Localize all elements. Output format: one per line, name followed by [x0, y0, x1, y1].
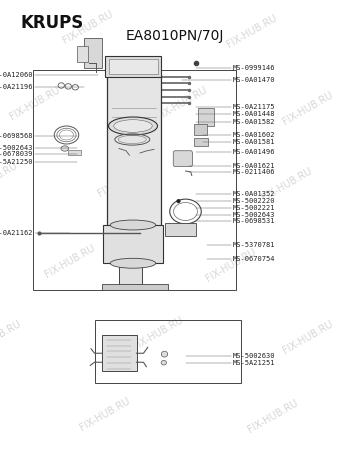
Ellipse shape	[161, 351, 168, 357]
Text: FIX-HUB.RU: FIX-HUB.RU	[96, 162, 149, 198]
Text: FIX-HUB.RU: FIX-HUB.RU	[43, 243, 97, 279]
Text: MS-0698531: MS-0698531	[232, 218, 275, 225]
Text: MS-5A21250: MS-5A21250	[0, 159, 33, 165]
Bar	[84, 38, 102, 68]
Text: FIX-HUB.RU: FIX-HUB.RU	[246, 398, 300, 435]
Text: FIX-HUB.RU: FIX-HUB.RU	[131, 315, 184, 351]
Bar	[164, 223, 196, 236]
Ellipse shape	[161, 360, 167, 365]
Ellipse shape	[61, 146, 69, 151]
Text: MS-0A01582: MS-0A01582	[232, 118, 275, 125]
Bar	[94, 320, 241, 383]
Text: EA8010PN/70J: EA8010PN/70J	[126, 29, 224, 43]
Text: MS-0A01602: MS-0A01602	[232, 132, 275, 138]
Bar	[194, 138, 208, 146]
Text: MS-0A01581: MS-0A01581	[232, 139, 275, 145]
Text: MS-0A21162: MS-0A21162	[0, 230, 33, 236]
Bar	[105, 56, 161, 76]
FancyBboxPatch shape	[173, 151, 193, 166]
Bar	[108, 59, 158, 74]
Text: FIX-HUB.RU: FIX-HUB.RU	[155, 85, 209, 122]
Text: FIX-HUB.RU: FIX-HUB.RU	[8, 85, 62, 122]
Bar	[198, 108, 214, 126]
Text: FIX-HUB.RU: FIX-HUB.RU	[281, 90, 335, 126]
Ellipse shape	[110, 258, 156, 268]
Text: MS-0A01621: MS-0A01621	[232, 162, 275, 169]
Text: FIX-HUB.RU: FIX-HUB.RU	[225, 13, 279, 50]
Bar	[194, 124, 206, 135]
Ellipse shape	[110, 220, 156, 230]
Bar	[103, 225, 163, 263]
Text: 8.RU: 8.RU	[0, 161, 20, 181]
Text: KRUPS: KRUPS	[21, 14, 84, 32]
Text: FIX-HUB.RU: FIX-HUB.RU	[260, 166, 314, 203]
Bar	[33, 70, 236, 290]
Ellipse shape	[108, 117, 158, 135]
Text: MS-0999146: MS-0999146	[232, 64, 275, 71]
Text: FIX-HUB.RU: FIX-HUB.RU	[204, 247, 258, 284]
Text: MS-5002643: MS-5002643	[232, 212, 275, 218]
Text: MS-0698568: MS-0698568	[0, 133, 33, 139]
Text: FIX-HUB.RU: FIX-HUB.RU	[281, 319, 335, 356]
Text: MS-5002630: MS-5002630	[232, 353, 275, 360]
Bar	[102, 284, 168, 290]
Ellipse shape	[177, 199, 180, 203]
Text: MS-0A01448: MS-0A01448	[232, 111, 275, 117]
Bar	[68, 150, 80, 155]
Bar	[102, 335, 136, 371]
Text: MS-0A12060: MS-0A12060	[0, 72, 33, 78]
Text: MS-5370781: MS-5370781	[232, 242, 275, 248]
Text: UB.RU: UB.RU	[0, 319, 23, 343]
Text: MS-0A21175: MS-0A21175	[232, 104, 275, 110]
Bar	[119, 261, 142, 288]
Text: MS-0A01470: MS-0A01470	[232, 77, 275, 83]
Text: MS-0670754: MS-0670754	[232, 256, 275, 262]
Text: MS-0678039: MS-0678039	[0, 151, 33, 157]
Text: MS-0211406: MS-0211406	[232, 169, 275, 176]
Text: MS-5A21251: MS-5A21251	[232, 360, 275, 366]
Text: MS-5002221: MS-5002221	[232, 205, 275, 211]
Bar	[77, 46, 88, 62]
Text: MS-5002220: MS-5002220	[232, 198, 275, 204]
Text: MS-5002643: MS-5002643	[0, 144, 33, 151]
Text: FIX-HUB.RU: FIX-HUB.RU	[61, 9, 114, 45]
Ellipse shape	[114, 120, 152, 132]
Text: MS-0A01352: MS-0A01352	[232, 191, 275, 198]
Text: MS-0A01496: MS-0A01496	[232, 149, 275, 155]
Bar	[107, 74, 161, 227]
Text: MS-0A21196: MS-0A21196	[0, 84, 33, 90]
Text: FIX-HUB.RU: FIX-HUB.RU	[78, 396, 132, 432]
